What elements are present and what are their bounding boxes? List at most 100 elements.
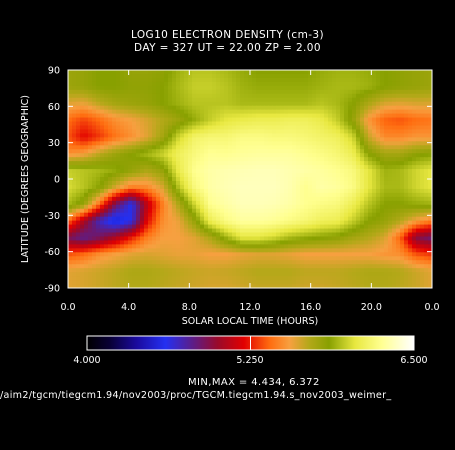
heatmap-cell (280, 177, 285, 182)
heatmap-cell (148, 149, 153, 154)
heatmap-cell (272, 129, 277, 135)
heatmap-cell (136, 204, 141, 210)
heatmap-cell (192, 204, 197, 210)
heatmap-cell (292, 165, 297, 170)
heatmap-cell (268, 125, 273, 131)
heatmap-cell (180, 169, 185, 174)
heatmap-cell (200, 129, 205, 135)
heatmap-cell (428, 89, 432, 95)
heatmap-cell (412, 141, 417, 146)
heatmap-cell (152, 109, 157, 115)
heatmap-cell (240, 216, 245, 222)
heatmap-cell (232, 97, 237, 103)
heatmap-cell (332, 192, 337, 198)
heatmap-cell (352, 121, 357, 127)
heatmap-cell (160, 129, 165, 135)
heatmap-cell (92, 133, 97, 138)
heatmap-cell (404, 89, 409, 95)
heatmap-cell (336, 212, 341, 218)
heatmap-cell (428, 248, 432, 253)
heatmap-cell (200, 169, 205, 174)
heatmap-cell (372, 212, 377, 218)
heatmap-cell (412, 145, 417, 150)
heatmap-cell (244, 129, 249, 135)
heatmap-cell (340, 73, 345, 79)
heatmap-cell (284, 284, 289, 288)
heatmap-cell (132, 280, 137, 285)
heatmap-cell (100, 264, 105, 269)
heatmap-cell (384, 200, 389, 206)
heatmap-cell (380, 252, 385, 257)
heatmap-cell (352, 192, 357, 198)
heatmap-cell (140, 70, 145, 75)
heatmap-cell (260, 169, 265, 174)
heatmap-cell (116, 77, 121, 83)
heatmap-cell (116, 204, 121, 210)
heatmap-cell (288, 272, 293, 277)
heatmap-cell (136, 89, 141, 95)
heatmap-cell (392, 272, 397, 277)
heatmap-cell (84, 212, 89, 218)
heatmap-cell (380, 212, 385, 218)
heatmap-cell (84, 89, 89, 95)
heatmap-cell (276, 272, 281, 277)
heatmap-cell (104, 161, 109, 166)
heatmap-cell (196, 149, 201, 154)
heatmap-cell (336, 184, 341, 190)
heatmap-cell (288, 153, 293, 158)
heatmap-cell (324, 169, 329, 174)
heatmap-cell (124, 272, 129, 277)
heatmap-cell (356, 188, 361, 194)
heatmap-cell (348, 224, 353, 230)
heatmap-cell (84, 177, 89, 182)
heatmap-cell (192, 200, 197, 206)
heatmap-cell (352, 113, 357, 119)
heatmap-cell (412, 77, 417, 83)
heatmap-cell (328, 208, 333, 214)
heatmap-cell (156, 224, 161, 230)
heatmap-cell (332, 129, 337, 135)
heatmap-cell (304, 192, 309, 198)
heatmap-cell (404, 188, 409, 194)
heatmap-cell (72, 284, 77, 288)
heatmap-cell (340, 97, 345, 103)
heatmap-cell (296, 89, 301, 95)
heatmap-cell (220, 184, 225, 190)
heatmap-cell (108, 137, 113, 142)
heatmap-cell (376, 244, 381, 249)
heatmap-cell (244, 224, 249, 230)
heatmap-cell (92, 89, 97, 95)
heatmap-cell (340, 192, 345, 198)
heatmap-cell (104, 121, 109, 127)
heatmap-cell (284, 77, 289, 83)
heatmap-cell (156, 101, 161, 107)
heatmap-cell (124, 248, 129, 253)
heatmap-cell (356, 125, 361, 131)
heatmap-cell (204, 153, 209, 158)
heatmap-cell (400, 129, 405, 135)
heatmap-cell (428, 93, 432, 99)
heatmap-cell (80, 149, 85, 154)
heatmap-cell (112, 77, 117, 83)
heatmap-cell (100, 77, 105, 83)
heatmap-cell (144, 97, 149, 103)
heatmap-cell (136, 272, 141, 277)
heatmap-cell (112, 141, 117, 146)
heatmap-cell (276, 125, 281, 131)
heatmap-cell (124, 268, 129, 273)
heatmap-cell (68, 77, 73, 83)
heatmap-cell (280, 85, 285, 91)
heatmap-cell (388, 177, 393, 182)
heatmap-cell (128, 133, 133, 138)
heatmap-cell (348, 117, 353, 123)
heatmap-cell (104, 157, 109, 162)
heatmap-cell (192, 232, 197, 238)
heatmap-cell (300, 125, 305, 131)
heatmap-cell (116, 240, 121, 245)
heatmap-cell (168, 113, 173, 119)
heatmap-cell (92, 272, 97, 277)
heatmap-cell (424, 169, 429, 174)
heatmap-cell (372, 180, 377, 186)
heatmap-cell (308, 145, 313, 150)
heatmap-cell (368, 216, 373, 222)
